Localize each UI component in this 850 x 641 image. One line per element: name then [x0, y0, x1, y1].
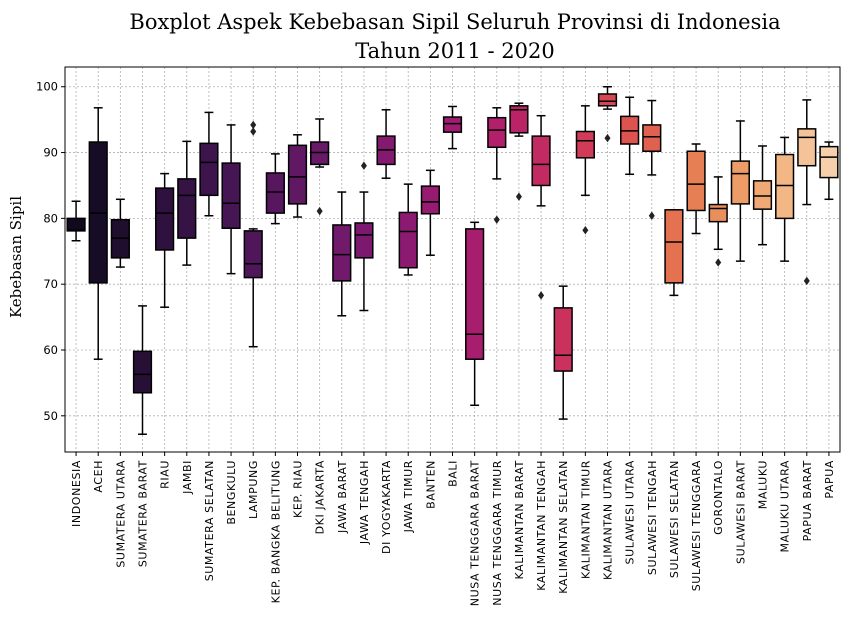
y-tick-label: 90	[43, 146, 58, 160]
y-tick-label: 80	[43, 211, 58, 225]
y-tick-label: 60	[43, 343, 58, 357]
y-tick-label: 70	[43, 277, 58, 291]
x-tick-label: PAPUA	[823, 460, 836, 499]
x-tick-label: KALIMANTAN UTARA	[602, 460, 615, 580]
x-tick-label: KALIMANTAN TIMUR	[579, 460, 592, 579]
y-axis-label: Kebebasan Sipil	[7, 196, 25, 318]
box-iqr	[752, 180, 773, 210]
box-iqr	[66, 217, 86, 232]
x-tick-label: PAPUA BARAT	[801, 460, 814, 541]
x-tick-label: NUSA TENGGARA BARAT	[469, 460, 482, 606]
box-iqr	[531, 135, 551, 187]
box-iqr	[420, 185, 440, 215]
x-tick-label: DI YOGYAKARTA	[380, 460, 393, 554]
box-iqr	[487, 116, 507, 149]
x-tick-label: SULAWESI SELATAN	[668, 460, 681, 578]
y-axis-ticks: 50 60 70 80 90 100	[36, 80, 65, 423]
outlier-point	[515, 192, 522, 201]
x-tick-label: KALIMANTAN BARAT	[513, 460, 526, 580]
x-tick-label: INDONESIA	[70, 460, 83, 527]
box-iqr	[597, 93, 618, 107]
x-tick-label: JAWA BARAT	[336, 460, 349, 534]
outlier-point	[538, 291, 545, 300]
x-tick-label: SULAWESI TENGAH	[646, 460, 659, 575]
box-iqr	[819, 145, 839, 179]
x-tick-label: JAWA TIMUR	[402, 460, 415, 533]
x-axis-ticks: INDONESIA ACEH SUMATERA UTARA SUMATERA BARA…	[70, 452, 836, 606]
box-iqr	[155, 187, 175, 251]
box-iqr	[442, 116, 463, 133]
x-tick-label: SUMATERA SELATAN	[203, 460, 216, 581]
x-tick-label: BANTEN	[424, 460, 437, 509]
outlier-point	[250, 127, 257, 136]
box-iqr	[398, 211, 418, 269]
x-tick-label: SUMATERA BARAT	[137, 460, 150, 567]
x-tick-label: SULAWESI TENGGARA	[690, 460, 703, 591]
box-iqr	[132, 350, 153, 394]
box-iqr	[287, 144, 308, 205]
x-tick-label: SULAWESI BARAT	[734, 460, 747, 564]
outlier-point	[803, 276, 810, 286]
box-iqr	[243, 230, 263, 279]
outlier-point	[316, 206, 323, 216]
outlier-point	[715, 258, 722, 267]
x-tick-label: DKI JAKARTA	[314, 460, 327, 534]
x-tick-label: GORONTALO	[712, 460, 725, 535]
x-tick-label: SUMATERA UTARA	[114, 460, 127, 568]
box-iqr	[553, 307, 573, 372]
box-iqr	[177, 178, 197, 239]
x-tick-label: MALUKU UTARA	[779, 460, 792, 552]
x-tick-label: ACEH	[92, 460, 105, 493]
outlier-point	[493, 215, 500, 224]
y-tick-label: 50	[43, 409, 58, 423]
x-tick-label: JAWA TENGAH	[358, 460, 371, 545]
outlier-point	[604, 133, 611, 143]
box-iqr	[332, 224, 352, 282]
box-iqr	[575, 130, 595, 159]
box-iqr	[465, 228, 485, 360]
box-iqr	[708, 203, 728, 223]
box-iqr	[797, 128, 817, 167]
x-tick-label: KEP. BANGKA BELITUNG	[269, 460, 282, 603]
x-tick-label: BENGKULU	[225, 460, 238, 525]
boxes-layer	[66, 85, 839, 435]
chart-title: Boxplot Aspek Kebebasan Sipil Seluruh Pr…	[129, 10, 780, 34]
x-tick-label: BALI	[447, 460, 460, 487]
box-iqr	[642, 124, 662, 152]
x-tick-label: SULAWESI UTARA	[624, 460, 637, 564]
box-iqr	[221, 162, 241, 229]
x-tick-label: KALIMANTAN TENGAH	[535, 460, 548, 591]
box-iqr	[775, 153, 795, 220]
box-iqr	[354, 222, 374, 259]
x-tick-label: JAMBI	[181, 460, 194, 495]
outlier-point	[582, 226, 589, 235]
box-iqr	[509, 105, 529, 134]
y-tick-label: 100	[36, 80, 58, 94]
outlier-point	[360, 161, 367, 170]
box-iqr	[730, 160, 750, 205]
box-iqr	[199, 142, 219, 197]
x-tick-label: NUSA TENGGARA TIMUR	[491, 460, 504, 606]
box-iqr	[686, 150, 706, 212]
x-tick-label: RIAU	[159, 460, 172, 489]
x-tick-label: KEP. RIAU	[292, 460, 305, 518]
x-tick-label: KALIMANTAN SELATAN	[557, 460, 570, 594]
box-iqr	[265, 172, 285, 214]
outlier-point	[648, 211, 655, 220]
x-tick-label: MALUKU	[757, 460, 770, 509]
box-iqr	[664, 209, 684, 284]
x-tick-label: LAMPUNG	[247, 460, 260, 519]
outlier-point	[250, 120, 257, 130]
chart-subtitle: Tahun 2011 - 2020	[355, 39, 554, 63]
